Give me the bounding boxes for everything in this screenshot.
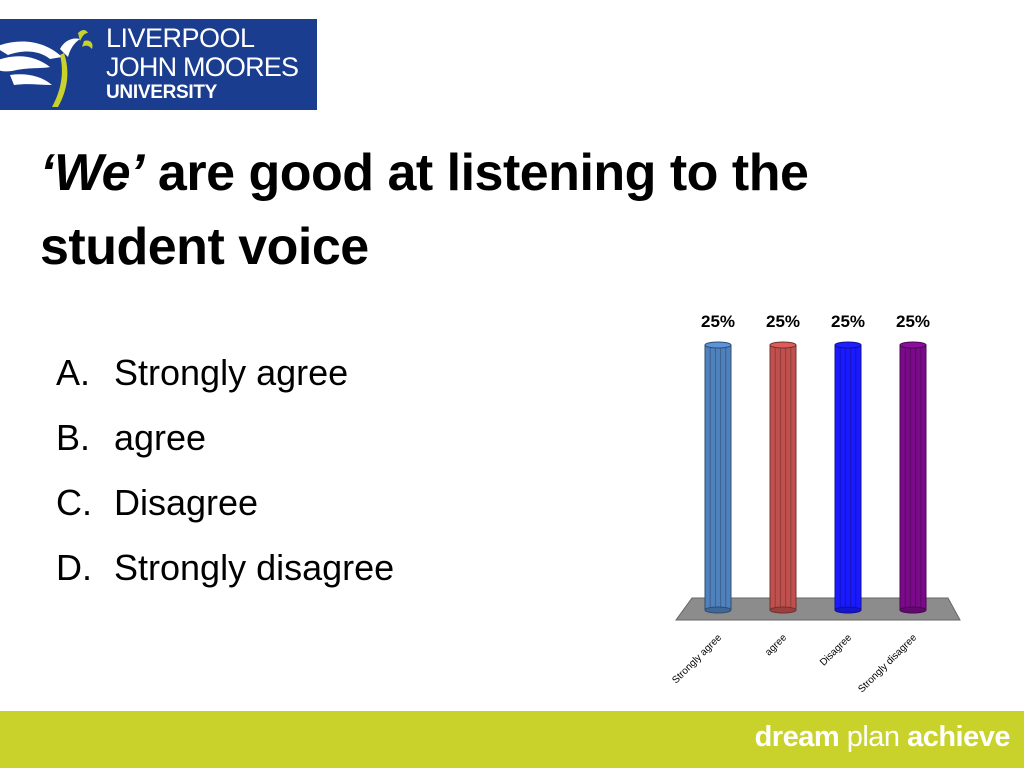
title-text: are good at listening to the student voi…	[40, 144, 809, 276]
chart-category-label: Strongly agree	[670, 632, 724, 686]
option-b: B. agree	[56, 405, 394, 470]
option-text: Strongly disagree	[114, 547, 395, 588]
chart-bar-top	[899, 341, 927, 349]
slide-title: ‘We’ are good at listening to the studen…	[40, 136, 940, 284]
option-a: A. Strongly agree	[56, 340, 394, 405]
option-d: D. Strongly disagree	[56, 535, 394, 600]
footer-bar: dream plan achieve	[0, 711, 1024, 768]
option-letter: D.	[56, 547, 92, 588]
chart-floor	[675, 597, 961, 621]
logo-text-liverpool: LIVERPOOL	[106, 23, 255, 53]
university-logo: LIVERPOOL JOHN MOORES UNIVERSITY	[0, 19, 317, 110]
tagline-dream: dream	[754, 721, 840, 753]
option-text: Disagree	[114, 482, 259, 523]
option-c: C. Disagree	[56, 470, 394, 535]
answer-options: A. Strongly agree B. agree C. Disagree D. St…	[56, 340, 394, 600]
liver-bird-icon	[0, 30, 93, 107]
chart-bar	[834, 344, 862, 611]
chart-data-label: 25%	[831, 312, 865, 331]
tagline-plan: plan	[846, 721, 900, 753]
tagline: dream plan achieve	[754, 721, 1011, 754]
chart-data-label: 25%	[896, 312, 930, 331]
chart-bar	[704, 344, 732, 611]
option-letter: B.	[56, 417, 91, 458]
chart-bar	[899, 344, 927, 611]
logo-text-university: UNIVERSITY	[106, 82, 218, 103]
title-emphasis: ‘We’	[40, 144, 144, 202]
chart-data-label: 25%	[766, 312, 800, 331]
chart-bar-top	[769, 341, 797, 349]
chart-bar	[769, 344, 797, 611]
chart-bar-top	[704, 341, 732, 349]
option-letter: C.	[56, 482, 92, 523]
option-text: Strongly agree	[114, 352, 349, 393]
chart-bar-bottom	[834, 606, 862, 614]
option-text: agree	[114, 417, 207, 458]
chart-bar-bottom	[704, 606, 732, 614]
results-bar-chart: 25% 25% 25% 25% Strongly agree agree Disagree…	[670, 312, 961, 695]
chart-bar-top	[834, 341, 862, 349]
chart-category-label: Strongly disagree	[856, 632, 919, 695]
option-letter: A.	[56, 352, 91, 393]
chart-data-label: 25%	[701, 312, 735, 331]
chart-category-label: Disagree	[818, 632, 854, 668]
chart-category-label: agree	[763, 632, 789, 658]
tagline-achieve: achieve	[907, 721, 1010, 753]
logo-text-john-moores: JOHN MOORES	[106, 52, 299, 82]
chart-bar-bottom	[899, 606, 927, 614]
chart-bar-bottom	[769, 606, 797, 614]
